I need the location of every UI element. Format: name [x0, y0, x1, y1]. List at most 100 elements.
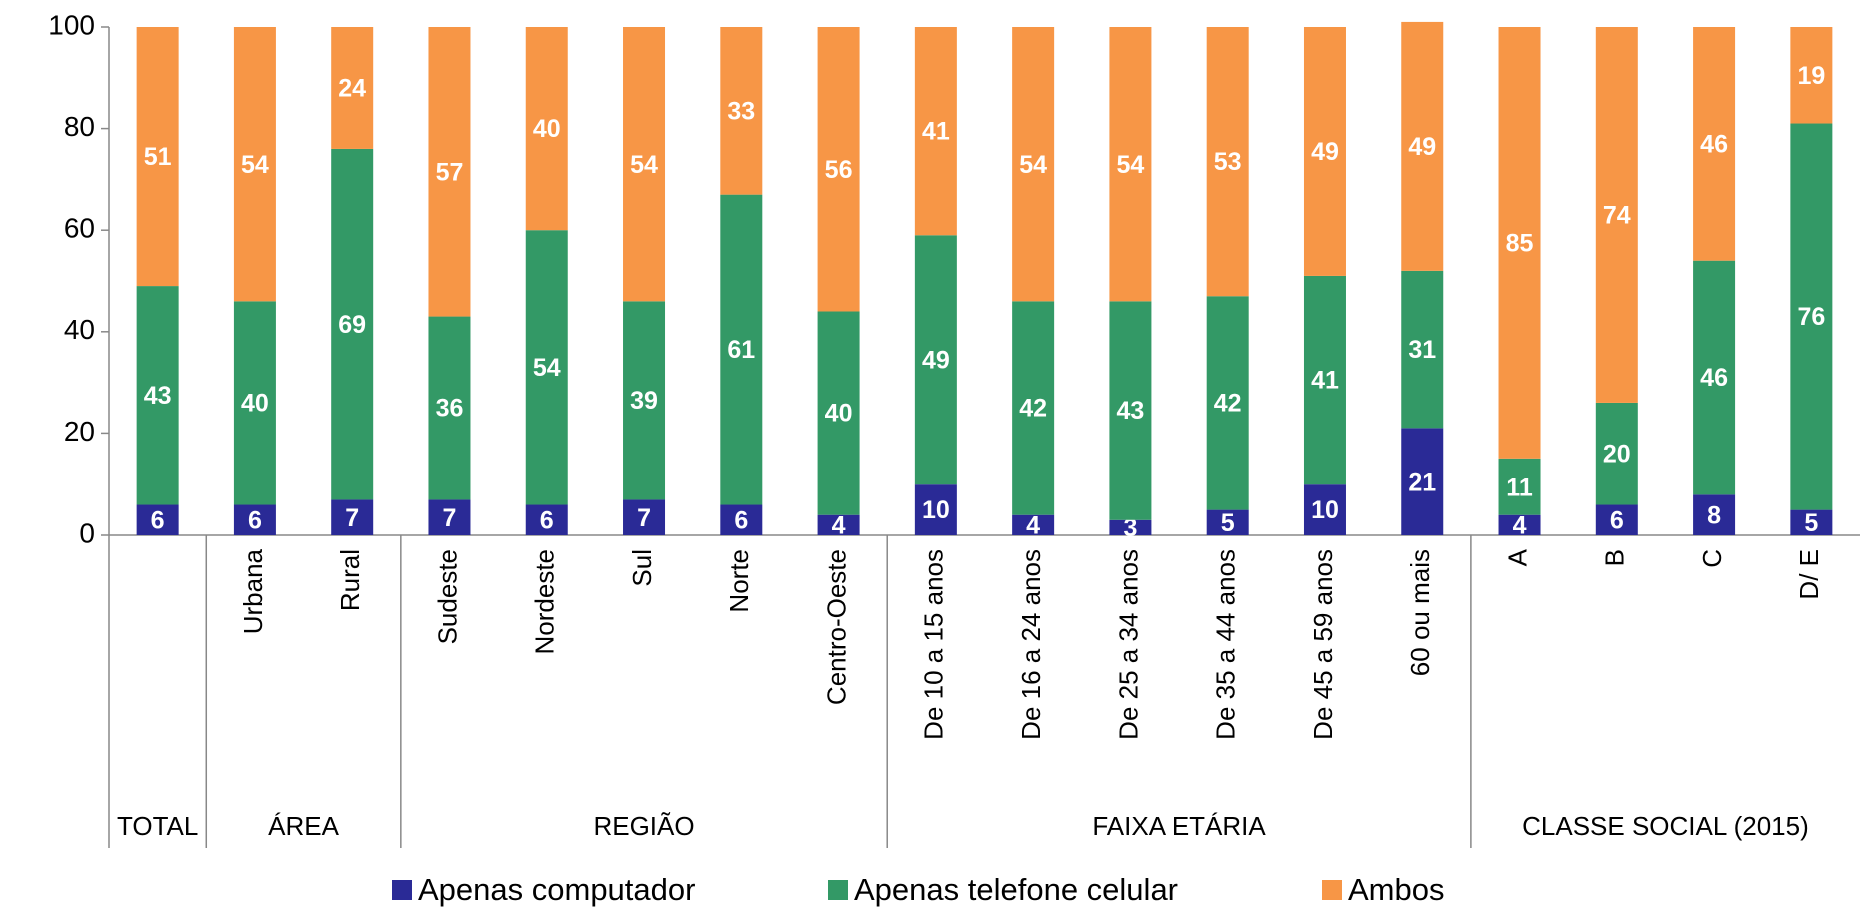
- value-label: 11: [1506, 473, 1533, 501]
- value-label: 36: [436, 395, 464, 423]
- bar-segment: [720, 194, 763, 505]
- bar-segment: [233, 301, 276, 505]
- value-label: 6: [540, 506, 554, 534]
- bar-segment: [914, 235, 957, 485]
- bar-segment: [428, 316, 471, 500]
- bar-segment: [1693, 260, 1736, 495]
- value-label: 6: [1610, 506, 1624, 534]
- x-tick-label: B: [1600, 549, 1630, 566]
- value-label: 4: [832, 511, 846, 539]
- bar-segment: [1401, 428, 1444, 535]
- bar-segment: [233, 504, 276, 535]
- bar-segment: [1595, 504, 1638, 535]
- value-label: 42: [1019, 395, 1047, 423]
- value-label: 61: [727, 336, 755, 364]
- value-label: 41: [1311, 367, 1339, 395]
- x-tick-label: Rural: [335, 549, 365, 611]
- value-label: 10: [922, 496, 950, 524]
- group-label: TOTAL: [117, 811, 198, 841]
- bar-segment: [1693, 494, 1736, 535]
- value-label: 5: [1221, 509, 1235, 537]
- bar-segment: [1303, 275, 1346, 485]
- value-label: 31: [1408, 336, 1436, 364]
- value-label: 54: [241, 151, 269, 179]
- x-tick-label: De 45 a 59 anos: [1308, 549, 1338, 740]
- bar-segment: [623, 499, 666, 535]
- y-tick-label: 100: [48, 9, 95, 40]
- value-label: 51: [144, 143, 172, 171]
- bar-segment: [1109, 27, 1152, 302]
- x-tick-label: Norte: [724, 549, 754, 613]
- value-label: 43: [1117, 397, 1145, 425]
- value-label: 57: [436, 158, 464, 186]
- value-label: 43: [144, 382, 172, 410]
- bar-segment: [1206, 509, 1249, 535]
- bar-segment: [817, 27, 860, 312]
- bar-segment: [525, 27, 568, 231]
- value-label: 4: [1513, 511, 1527, 539]
- x-tick-label: Sudeste: [432, 549, 462, 644]
- value-label: 74: [1603, 202, 1631, 230]
- value-label: 54: [1117, 151, 1145, 179]
- value-label: 6: [734, 506, 748, 534]
- bar-segment: [1498, 514, 1541, 535]
- bar-segment: [914, 484, 957, 535]
- value-label: 7: [345, 504, 359, 532]
- bar-segment: [136, 286, 179, 505]
- value-label: 46: [1700, 364, 1728, 392]
- bar-segment: [331, 499, 374, 535]
- x-tick-label: Sul: [627, 549, 657, 587]
- group-label: FAIXA ETÁRIA: [1092, 811, 1266, 841]
- y-tick-label: 60: [64, 213, 95, 244]
- bar-segment: [1303, 27, 1346, 276]
- x-tick-label: Urbana: [238, 548, 268, 634]
- value-label: 46: [1700, 130, 1728, 158]
- x-tick-label: De 16 a 24 anos: [1016, 549, 1046, 740]
- bar-segment: [1595, 402, 1638, 505]
- value-label: 40: [533, 115, 561, 143]
- value-label: 19: [1797, 62, 1825, 90]
- bar-segment: [1012, 27, 1055, 302]
- bar-segment: [136, 27, 179, 287]
- y-tick-label: 20: [64, 416, 95, 447]
- value-label: 6: [151, 506, 165, 534]
- legend-swatch: [828, 880, 848, 900]
- bar-segment: [720, 27, 763, 195]
- x-tick-label: De 35 a 44 anos: [1211, 549, 1241, 740]
- group-label: REGIÃO: [593, 811, 694, 841]
- bar-segment: [428, 499, 471, 535]
- bar-segment: [914, 27, 957, 236]
- value-label: 24: [338, 75, 366, 103]
- value-label: 3: [1123, 514, 1137, 542]
- value-label: 42: [1214, 390, 1242, 418]
- bar-segment: [1303, 484, 1346, 535]
- value-label: 20: [1603, 440, 1631, 468]
- bar-segment: [817, 311, 860, 515]
- value-label: 5: [1804, 509, 1818, 537]
- bar-segment: [1401, 270, 1444, 429]
- bar-segment: [1206, 27, 1249, 297]
- legend-swatch: [1322, 880, 1342, 900]
- x-tick-label: 60 ou mais: [1405, 549, 1435, 676]
- value-label: 49: [922, 346, 950, 374]
- bar-segment: [1595, 27, 1638, 403]
- x-tick-label: A: [1502, 548, 1532, 566]
- value-label: 8: [1707, 501, 1721, 529]
- bar-segment: [1206, 296, 1249, 510]
- value-label: 21: [1408, 468, 1436, 496]
- value-label: 4: [1026, 511, 1040, 539]
- value-label: 40: [825, 400, 853, 428]
- legend-swatch: [392, 880, 412, 900]
- bar-segment: [623, 301, 666, 500]
- bar-segment: [1498, 27, 1541, 459]
- bar-segment: [1109, 301, 1152, 520]
- y-tick-label: 80: [64, 111, 95, 142]
- bar-segment: [1401, 21, 1444, 271]
- value-label: 6: [248, 506, 262, 534]
- legend-label: Apenas telefone celular: [854, 872, 1178, 907]
- bar-segment: [1012, 514, 1055, 535]
- value-label: 41: [922, 118, 950, 146]
- value-label: 10: [1311, 496, 1339, 524]
- x-tick-label: Nordeste: [530, 549, 560, 655]
